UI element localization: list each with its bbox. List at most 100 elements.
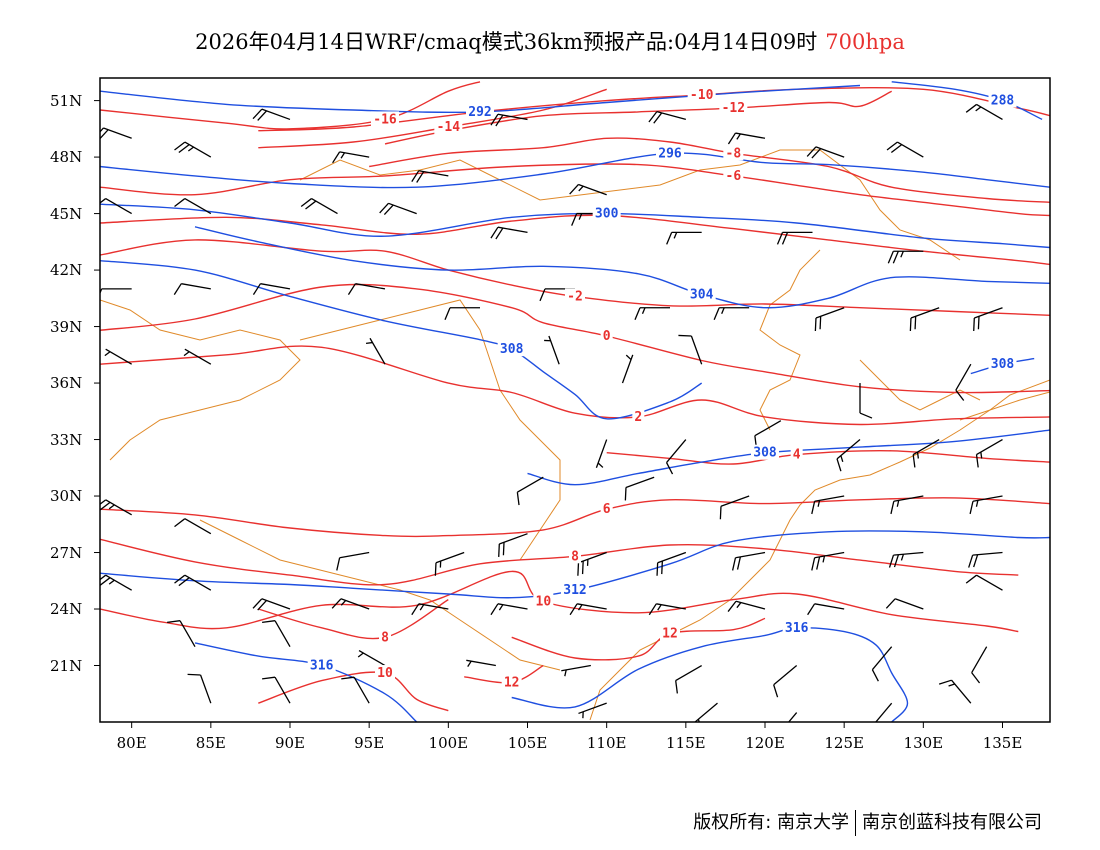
height-contour	[100, 203, 1050, 249]
temperature-contour-label: -14	[437, 120, 461, 135]
wind-barb	[100, 127, 132, 140]
temperature-contour	[100, 283, 1050, 394]
lon-label: 115E	[666, 734, 706, 752]
wind-barb	[434, 551, 465, 576]
wind-barb	[694, 702, 718, 722]
height-contour-label: 316	[785, 621, 809, 636]
temperature-label-bg	[723, 167, 744, 183]
geography-layer	[100, 149, 1050, 721]
height-label-bg	[988, 92, 1017, 108]
wind-barb	[731, 551, 766, 571]
height-label-bg	[656, 145, 684, 161]
temperature-contour-label: -12	[722, 101, 745, 116]
pressure-level-label: 700hpa	[825, 30, 905, 54]
wind-barb	[466, 659, 496, 667]
height-contour-label: 312	[563, 583, 586, 598]
temperature-label-bg	[379, 629, 391, 645]
temperature-label-bg	[790, 446, 803, 462]
height-contour	[527, 429, 1050, 486]
wind-barb	[569, 603, 607, 616]
height-label-bg	[687, 286, 716, 302]
border-south	[199, 519, 561, 671]
wind-barb	[912, 438, 940, 468]
temperature-contour-label: 12	[662, 626, 678, 641]
wind-barb	[675, 664, 702, 694]
wind-barb	[871, 646, 893, 682]
temperature-label-bg	[533, 593, 554, 609]
temperature-label-bg	[375, 665, 395, 681]
wind-barb	[648, 603, 686, 616]
temperature-label-bg	[660, 625, 680, 641]
wind-barb	[806, 146, 845, 159]
lon-label: 105E	[507, 734, 548, 752]
temperature-label-bg	[569, 548, 581, 564]
temperature-label-bg	[723, 145, 744, 161]
wind-barb	[347, 283, 386, 295]
wind-barb	[621, 354, 634, 384]
temperature-contour	[100, 214, 1050, 266]
temperature-contour	[258, 88, 607, 149]
height-contour-label: 316	[310, 659, 334, 674]
temperature-contour-label: 8	[571, 549, 579, 564]
wind-barb	[332, 151, 370, 164]
height-contour	[194, 642, 418, 722]
temperature-contour	[100, 81, 481, 130]
height-contour-label: 308	[753, 446, 777, 461]
lat-label: 27N	[50, 543, 83, 562]
height-label-bg	[988, 356, 1017, 372]
temperature-contour-label: 10	[536, 594, 552, 609]
temperature-label-bg	[600, 501, 613, 517]
wind-barb	[341, 676, 370, 704]
wind-barb	[887, 250, 924, 264]
wind-barb	[776, 231, 813, 245]
wind-barb	[411, 603, 449, 616]
wind-barb	[183, 348, 212, 365]
wind-barb	[490, 603, 528, 616]
wind-barb	[411, 170, 449, 183]
height-contour-label: 304	[690, 288, 714, 303]
wind-barb	[965, 574, 1003, 591]
temperature-contour	[100, 345, 1050, 426]
temperature-contour	[258, 598, 449, 640]
lat-label: 36N	[50, 374, 83, 393]
lat-label: 45N	[50, 204, 83, 223]
wind-barb	[498, 533, 528, 557]
wind-barb	[595, 439, 608, 468]
temperature-contour	[511, 617, 766, 661]
wind-barb	[634, 307, 670, 320]
lat-label: 48N	[50, 148, 83, 167]
wind-barb	[678, 334, 703, 365]
height-label-bg	[751, 444, 779, 460]
wind-barb	[578, 702, 607, 719]
temperature-contour-label: 12	[504, 675, 520, 690]
wind-barb	[490, 113, 528, 127]
lon-label: 135E	[982, 734, 1023, 752]
lon-label: 110E	[586, 734, 627, 752]
temperature-contour	[369, 137, 1050, 203]
lat-label: 39N	[50, 317, 83, 336]
height-contour-label: 300	[595, 207, 619, 222]
wind-barb	[490, 226, 528, 240]
temperature-contour-label: 4	[793, 448, 801, 463]
axis-ticks	[94, 100, 1003, 728]
wind-barb	[938, 679, 972, 704]
border-korea	[859, 359, 981, 411]
wind-barb	[836, 439, 861, 472]
wind-barbs	[100, 103, 1003, 722]
wind-barb	[909, 307, 940, 332]
temperature-label-bg	[501, 674, 522, 690]
wind-barb	[811, 495, 845, 515]
footer-separator	[855, 810, 856, 836]
wind-barb	[561, 664, 591, 677]
temperature-label-bg	[687, 86, 716, 102]
wind-barb	[975, 438, 1003, 468]
temperature-label-bg	[600, 327, 613, 343]
temperature-contour-label: 6	[603, 502, 611, 517]
temperature-contour-label: 10	[377, 666, 393, 681]
border-interior	[299, 299, 561, 561]
temperature-contour	[606, 450, 1050, 465]
wind-barb	[252, 598, 291, 611]
wind-barb	[787, 712, 798, 722]
footer-credits: 版权所有: 南京大学 南京创蓝科技有限公司	[693, 808, 1042, 836]
wind-barb	[811, 551, 845, 571]
